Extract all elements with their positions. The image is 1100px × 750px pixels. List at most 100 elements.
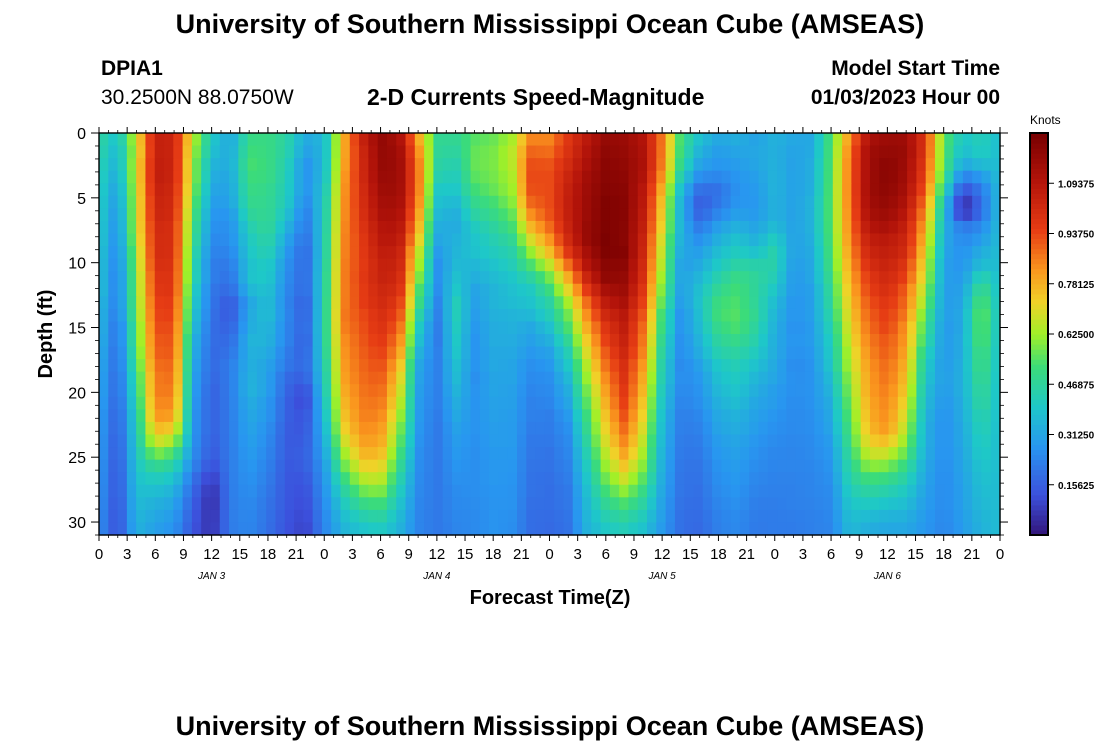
heatmap-cell (925, 409, 936, 423)
heatmap-cell (693, 346, 704, 360)
heatmap-cell (609, 421, 620, 436)
heatmap-cell (498, 396, 509, 410)
heatmap-cell (823, 158, 834, 172)
heatmap-cell (860, 271, 871, 285)
heatmap-cell (154, 509, 165, 524)
colorbar-segment (1030, 293, 1048, 300)
heatmap-cell (842, 145, 852, 159)
heatmap-cell (684, 334, 695, 348)
heatmap-cell (628, 208, 639, 222)
heatmap-cell (256, 334, 267, 348)
heatmap-cell (535, 158, 546, 172)
heatmap-cell (136, 334, 147, 348)
heatmap-cell (656, 158, 667, 172)
heatmap-cell (414, 321, 425, 335)
heatmap-cell (739, 208, 750, 222)
heatmap-cell (628, 359, 639, 373)
day-label: JAN 6 (873, 571, 902, 582)
heatmap-cell (990, 334, 1001, 348)
heatmap-cell (934, 396, 945, 410)
heatmap-cell (284, 459, 295, 473)
heatmap-cell (823, 296, 834, 310)
heatmap-cell (340, 421, 351, 436)
heatmap-cell (507, 246, 518, 260)
heatmap-cell (777, 522, 787, 536)
heatmap-cell (201, 421, 212, 436)
heatmap-cell (684, 359, 695, 373)
heatmap-cell (739, 409, 750, 423)
heatmap-cell (619, 158, 630, 172)
heatmap-cell (981, 459, 992, 473)
heatmap-cell (879, 246, 890, 260)
heatmap-cell (767, 409, 778, 423)
heatmap-cell (712, 359, 722, 373)
heatmap-cell (674, 497, 685, 511)
heatmap-cell (489, 296, 500, 310)
heatmap-cell (154, 308, 165, 323)
heatmap-cell (990, 145, 1001, 159)
heatmap-cell (99, 183, 109, 197)
heatmap-cell (814, 409, 825, 423)
heatmap-cell (990, 509, 1001, 524)
heatmap-cell (340, 384, 351, 398)
heatmap-cell (164, 334, 174, 348)
heatmap-cell (424, 484, 434, 498)
heatmap-cell (377, 396, 388, 410)
heatmap-cell (108, 384, 119, 398)
heatmap-cell (600, 447, 611, 461)
heatmap-cell (916, 145, 927, 159)
heatmap-cell (219, 371, 230, 385)
heatmap-cell (117, 421, 128, 436)
colorbar-segment (1030, 298, 1048, 305)
x-tick-label: 0 (95, 546, 103, 563)
heatmap-cell (619, 246, 630, 260)
heatmap-cell (424, 246, 434, 260)
heatmap-cell (907, 497, 917, 511)
heatmap-cell (526, 158, 537, 172)
heatmap-cell (470, 258, 481, 272)
heatmap-cell (656, 434, 667, 448)
heatmap-cell (582, 509, 592, 524)
heatmap-cell (424, 233, 434, 247)
heatmap-cell (451, 472, 462, 486)
heatmap-cell (647, 321, 657, 335)
heatmap-cell (340, 195, 351, 209)
heatmap-cell (888, 459, 899, 473)
heatmap-cell (201, 271, 212, 285)
heatmap-cell (860, 133, 871, 147)
heatmap-cell (944, 346, 955, 360)
heatmap-cell (665, 195, 676, 209)
heatmap-cell (879, 321, 890, 335)
heatmap-cell (461, 158, 472, 172)
heatmap-cell (888, 246, 899, 260)
heatmap-cell (934, 308, 945, 323)
heatmap-cell (786, 509, 797, 524)
heatmap-cell (609, 296, 620, 310)
heatmap-cell (359, 158, 369, 172)
heatmap-cell (210, 145, 221, 159)
heatmap-cell (479, 321, 490, 335)
heatmap-cell (721, 246, 732, 260)
heatmap-cell (405, 220, 416, 235)
heatmap-cell (879, 346, 890, 360)
heatmap-cell (507, 497, 518, 511)
heatmap-cell (498, 233, 509, 247)
heatmap-cell (210, 334, 221, 348)
heatmap-cell (925, 321, 936, 335)
heatmap-cell (470, 484, 481, 498)
heatmap-cell (786, 158, 797, 172)
heatmap-cell (869, 509, 880, 524)
heatmap-cell (851, 509, 862, 524)
heatmap-cell (907, 484, 917, 498)
heatmap-cell (554, 283, 565, 297)
heatmap-cell (321, 233, 332, 247)
heatmap-cell (953, 497, 964, 511)
heatmap-cell (461, 170, 472, 184)
heatmap-cell (173, 258, 184, 272)
heatmap-cell (154, 434, 165, 448)
heatmap-cell (591, 522, 602, 536)
heatmap-cell (424, 384, 434, 398)
heatmap-cell (712, 133, 722, 147)
heatmap-cell (284, 308, 295, 323)
heatmap-cell (582, 359, 592, 373)
